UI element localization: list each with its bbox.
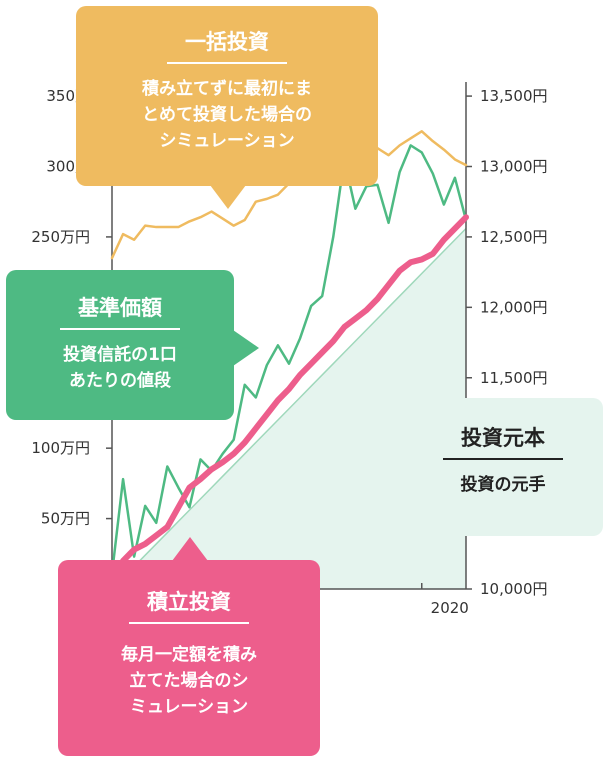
lump-sum-callout-pointer [210, 185, 246, 209]
right-tick-label: 12,000円 [480, 298, 548, 316]
nav-callout-pointer [233, 330, 259, 366]
lump-sum-callout-divider [167, 62, 287, 64]
principal-callout: 投資元本 投資の元手 [403, 398, 603, 536]
nav-callout-divider [60, 328, 180, 330]
principal-callout-body: 投資の元手 [460, 475, 546, 495]
x-tick-label: 2020 [431, 599, 469, 617]
dca-callout-body: 毎月一定額を積み 立てた場合のシ ミュレーション [121, 645, 257, 717]
nav-callout: 基準価額 投資信託の1口 あたりの値段 [6, 270, 234, 420]
principal-line [111, 227, 467, 590]
right-tick-label: 11,500円 [480, 369, 548, 387]
nav-callout-title: 基準価額 [78, 296, 162, 320]
dca-callout: 積立投資 毎月一定額を積み 立てた場合のシ ミュレーション [58, 560, 320, 756]
principal-callout-divider [443, 458, 563, 460]
dca-callout-divider [129, 622, 249, 624]
dca-callout-pointer [172, 537, 208, 561]
nav-callout-body: 投資信託の1口 あたりの値段 [63, 345, 177, 391]
right-tick-label: 10,000円 [480, 580, 548, 598]
right-tick-label: 12,500円 [480, 228, 548, 246]
dca-callout-title: 積立投資 [147, 590, 231, 614]
tick-labels-layer: 050万円100万円250万円300万350万10,000円11,500円12,… [31, 87, 547, 617]
nav-line [110, 144, 468, 575]
left-tick-label: 50万円 [41, 510, 90, 528]
lump-sum-callout-title: 一括投資 [185, 30, 269, 54]
right-tick-label: 13,500円 [480, 87, 548, 105]
dca-line [109, 214, 469, 585]
left-tick-label: 100万円 [31, 439, 90, 457]
left-tick-label: 250万円 [31, 228, 90, 246]
principal-callout-pointer [379, 449, 404, 485]
lump-sum-callout: 一括投資 積み立てずに最初にま とめて投資した場合の シミュレーション [76, 6, 378, 186]
principal-callout-title: 投資元本 [461, 426, 545, 450]
lump-sum-callout-body: 積み立てずに最初にま とめて投資した場合の シミュレーション [142, 79, 312, 151]
right-tick-label: 13,000円 [480, 158, 548, 176]
principal-area-layer [111, 227, 467, 590]
